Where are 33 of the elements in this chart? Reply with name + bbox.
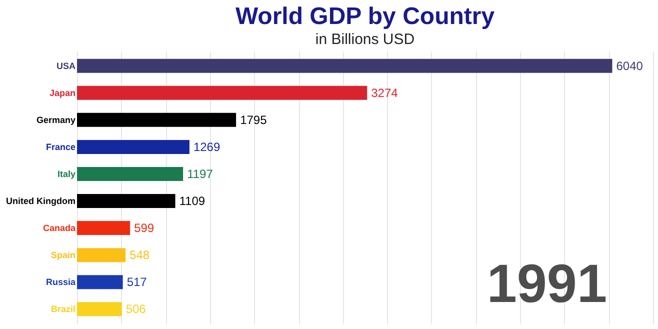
data-label: 1269 [193, 140, 220, 154]
y-tick-label: Russia [46, 277, 76, 288]
y-tick-label: France [46, 142, 76, 152]
bar [77, 248, 126, 262]
y-tick-label: Canada [42, 223, 76, 234]
bar [77, 221, 130, 236]
chart-subtitle: in Billions USD [315, 31, 415, 48]
y-tick-label: Brazil [50, 304, 76, 314]
y-tick-label: United Kingdom [6, 196, 76, 206]
data-label: 1795 [240, 112, 268, 127]
bar [77, 166, 184, 181]
bar [77, 112, 236, 127]
data-label: 1109 [179, 194, 206, 208]
data-label: 517 [126, 275, 148, 290]
bar [77, 140, 190, 154]
bar [77, 58, 612, 73]
y-tick-label: Germany [36, 114, 76, 125]
y-tick-label: USA [56, 60, 76, 71]
data-label: 506 [126, 302, 146, 316]
bar [77, 194, 176, 208]
y-tick-label: Spain [50, 250, 76, 260]
data-label: 1197 [187, 166, 214, 181]
bar [77, 302, 122, 316]
bar [77, 86, 368, 100]
data-label: 3274 [371, 86, 398, 100]
data-label: 599 [134, 221, 154, 236]
annotation: 1991 [486, 254, 607, 314]
data-label: 6040 [616, 58, 644, 73]
data-label: 548 [130, 248, 150, 262]
chart-title: World GDP by Country [235, 3, 496, 30]
y-tick-label: Italy [57, 168, 76, 179]
bar [77, 275, 123, 290]
y-tick-label: Japan [49, 88, 76, 98]
